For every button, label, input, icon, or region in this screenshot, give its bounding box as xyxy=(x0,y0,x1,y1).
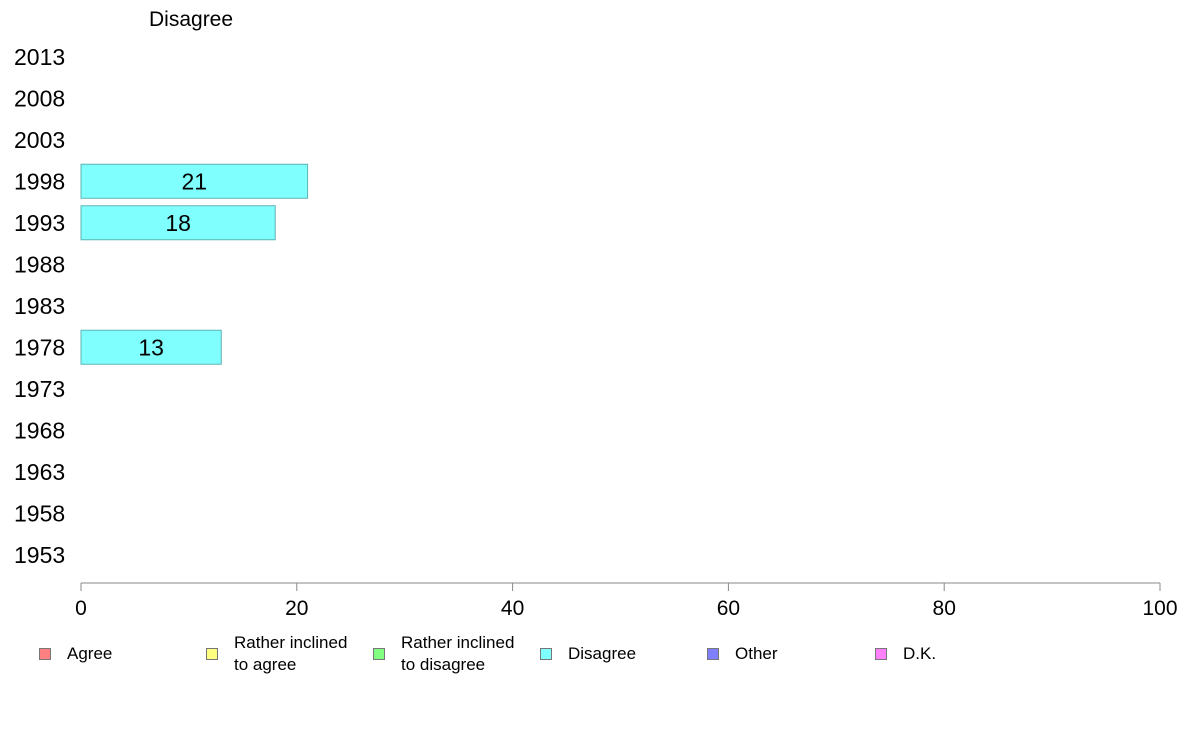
y-tick-label: 1998 xyxy=(14,168,65,194)
legend-swatch xyxy=(875,648,887,660)
y-tick-label: 1958 xyxy=(14,500,65,526)
legend-label: Agree xyxy=(67,644,113,663)
y-tick-label: 1953 xyxy=(14,542,65,568)
legend-item: D.K. xyxy=(875,632,936,676)
legend-item: Agree xyxy=(39,632,112,676)
legend-item: Rather inclined to disagree xyxy=(373,632,514,676)
y-tick-label: 1978 xyxy=(14,334,65,360)
y-tick-label: 2008 xyxy=(14,85,65,111)
y-tick-label: 1968 xyxy=(14,417,65,443)
bar-chart: Disagree 21 18 13 2013 2008 2003 1998 1993 1988… xyxy=(14,8,1178,620)
x-tick-label: 0 xyxy=(75,597,87,620)
legend-label: Rather inclined to disagree xyxy=(401,633,515,674)
legend-item: Rather inclined to agree xyxy=(206,632,347,676)
legend-label: Other xyxy=(735,644,778,663)
legend: Agree Rather inclined to agree Rather incl… xyxy=(0,632,1188,692)
legend-label: Rather inclined to agree xyxy=(234,633,348,674)
x-tick-label: 40 xyxy=(501,597,524,620)
bar-value-label: 18 xyxy=(165,210,191,236)
bar xyxy=(80,205,276,241)
legend-swatch xyxy=(707,648,719,660)
y-tick-label: 2003 xyxy=(14,127,65,153)
legend-item: Other xyxy=(707,632,778,676)
bar-value-label: 13 xyxy=(138,334,164,360)
x-tick-label: 20 xyxy=(285,597,308,620)
x-axis: 0 20 40 60 80 100 xyxy=(75,582,1178,620)
legend-swatch xyxy=(206,648,218,660)
x-tick-label: 80 xyxy=(933,597,956,620)
bar xyxy=(80,329,222,365)
legend-label: D.K. xyxy=(903,644,937,663)
legend-swatch xyxy=(373,648,385,660)
y-tick-label: 2013 xyxy=(14,44,65,70)
y-tick-label: 1993 xyxy=(14,210,65,236)
y-tick-labels: 2013 2008 2003 1998 1993 1988 1983 1978 1973 1968… xyxy=(14,44,65,568)
x-tick-label: 100 xyxy=(1142,597,1177,620)
y-tick-label: 1963 xyxy=(14,459,65,485)
x-tick-label: 60 xyxy=(717,597,740,620)
chart-title: Disagree xyxy=(149,8,233,31)
bar xyxy=(80,163,309,199)
legend-swatch xyxy=(540,648,552,660)
legend-item: Disagree xyxy=(540,632,636,676)
y-tick-label: 1973 xyxy=(14,376,65,402)
bar-value-label: 21 xyxy=(181,168,207,194)
bars-group: 21 18 13 xyxy=(80,163,309,365)
legend-swatch xyxy=(39,648,51,660)
y-tick-label: 1983 xyxy=(14,293,65,319)
legend-label: Disagree xyxy=(568,644,637,663)
y-tick-label: 1988 xyxy=(14,251,65,277)
